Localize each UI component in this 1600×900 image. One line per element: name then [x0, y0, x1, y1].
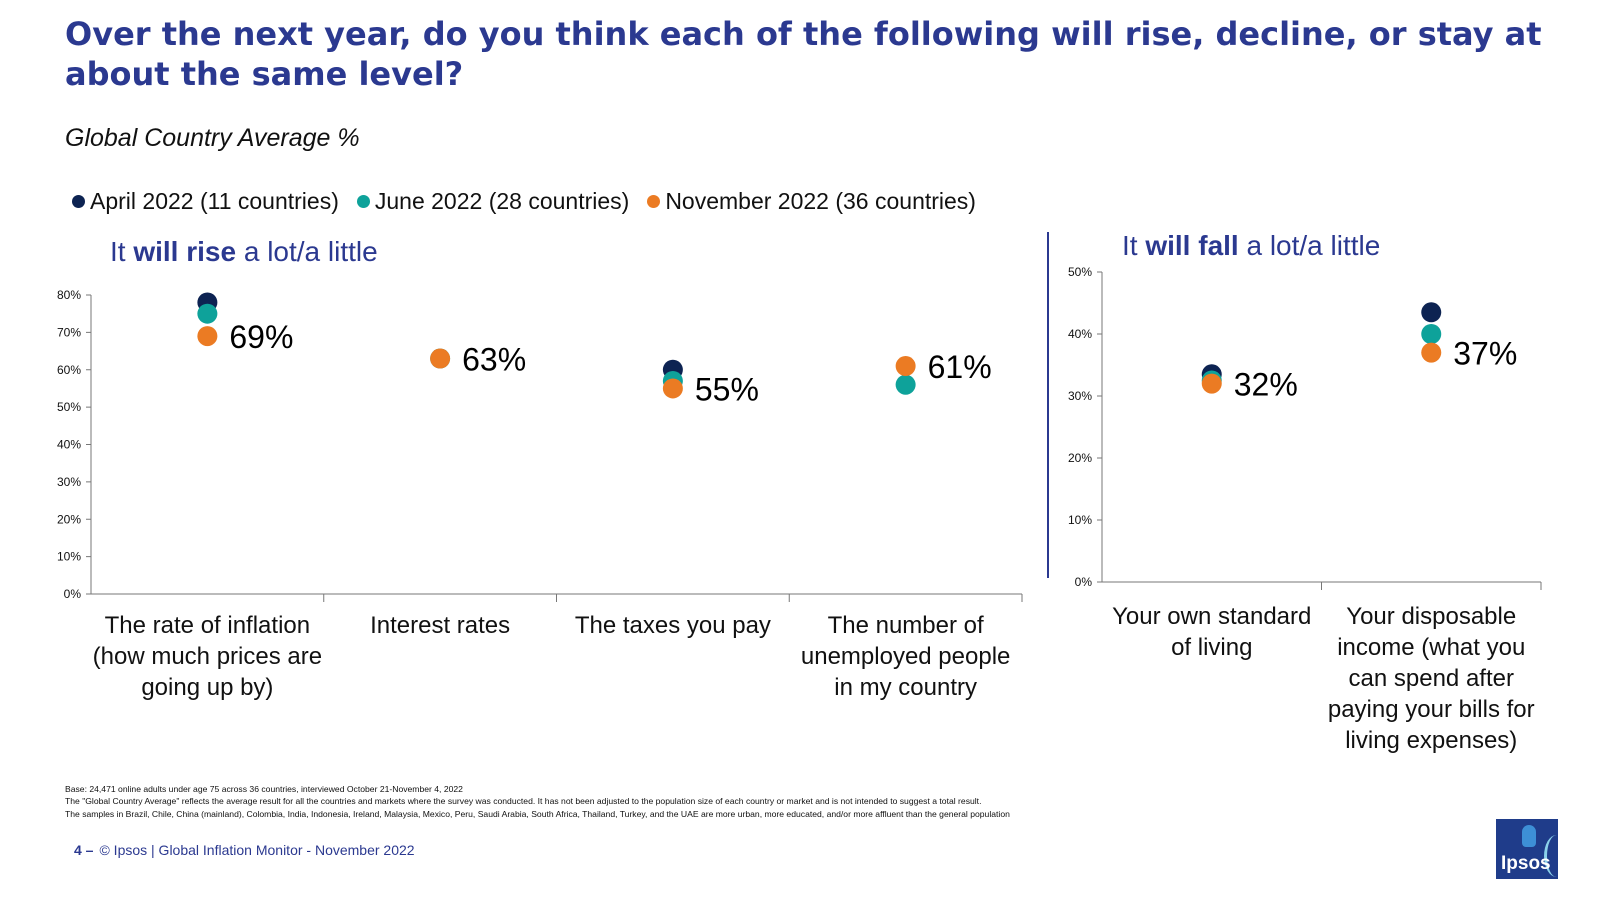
fall-y-tick-label: 20% — [1068, 451, 1092, 465]
rise-panel-title: It will rise a lot/a little — [110, 236, 378, 268]
footnote-average: The "Global Country Average" reflects th… — [65, 796, 982, 807]
footnotes: Base: 24,471 online adults under age 75 … — [65, 783, 1265, 820]
logo-arc-icon — [1544, 835, 1558, 877]
legend-label-april: April 2022 (11 countries) — [90, 188, 339, 214]
rise-y-tick-label: 30% — [57, 475, 81, 489]
rise-y-tick-label: 0% — [64, 587, 82, 601]
rise-category-label: The rate of inflation (how much prices a… — [92, 612, 323, 701]
rise-y-tick-label: 40% — [57, 438, 81, 452]
rise-point-november — [197, 326, 218, 347]
rise-data-label: 55% — [695, 371, 759, 407]
rise-y-tick-label: 10% — [57, 550, 81, 564]
fall-data-label: 32% — [1234, 367, 1298, 403]
legend-item-april: April 2022 (11 countries) — [72, 188, 339, 215]
legend-label-june: June 2022 (28 countries) — [374, 188, 630, 214]
rise-data-label: 61% — [928, 349, 992, 385]
fall-category-label: Your own standard of living — [1112, 603, 1312, 661]
rise-title-bold: will rise — [133, 236, 237, 267]
rise-category-label: The taxes you pay — [574, 612, 771, 639]
fall-panel-title: It will fall a lot/a little — [1122, 230, 1380, 262]
rise-point-june — [197, 303, 218, 324]
fall-point-november — [1201, 373, 1222, 394]
fall-y-tick-label: 0% — [1075, 575, 1093, 589]
chart-legend: April 2022 (11 countries) June 2022 (28 … — [72, 188, 994, 215]
fall-point-june — [1421, 324, 1442, 344]
fall-y-tick-label: 40% — [1068, 327, 1092, 341]
page-title: Over the next year, do you think each of… — [65, 15, 1542, 93]
rise-category-label: Interest rates — [370, 612, 511, 639]
rise-category-label: The number of unemployed people in my co… — [800, 612, 1011, 701]
fall-point-november — [1421, 342, 1442, 363]
rise-title-prefix: It — [110, 236, 134, 267]
logo-mark-icon — [1522, 825, 1536, 847]
page-number: 4 – — [74, 842, 94, 858]
fall-y-tick-label: 50% — [1068, 265, 1092, 279]
footer-text: © Ipsos | Global Inflation Monitor - Nov… — [99, 842, 415, 858]
legend-dot-june — [356, 195, 370, 208]
rise-y-tick-label: 20% — [57, 512, 81, 526]
legend-dot-november — [647, 195, 661, 208]
logo-text: Ipsos — [1501, 853, 1551, 874]
fall-y-tick-label: 30% — [1068, 389, 1092, 403]
fall-y-tick-label: 10% — [1068, 513, 1092, 527]
fall-title-prefix: It — [1122, 230, 1146, 261]
rise-point-november — [895, 356, 916, 377]
rise-point-june — [895, 374, 916, 395]
footnote-base: Base: 24,471 online adults under age 75 … — [65, 784, 463, 794]
panel-divider — [1047, 232, 1049, 578]
fall-category-label: Your disposable income (what you can spe… — [1327, 603, 1535, 754]
rise-data-label: 63% — [462, 342, 526, 378]
page-subtitle: Global Country Average % — [65, 124, 360, 152]
fall-data-label: 37% — [1453, 336, 1517, 372]
rise-y-tick-label: 70% — [57, 325, 81, 339]
rise-point-november — [430, 348, 451, 369]
rise-point-november — [662, 378, 683, 399]
legend-label-november: November 2022 (36 countries) — [665, 188, 976, 214]
legend-item-june: June 2022 (28 countries) — [356, 188, 630, 215]
ipsos-logo: Ipsos — [1496, 819, 1558, 879]
legend-item-november: November 2022 (36 countries) — [647, 188, 976, 215]
fall-point-april — [1421, 302, 1442, 323]
fall-title-suffix: a lot/a little — [1238, 230, 1381, 261]
rise-y-tick-label: 80% — [57, 288, 81, 302]
rise-y-tick-label: 50% — [57, 400, 81, 414]
legend-dot-april — [72, 195, 85, 208]
footnote-samples: The samples in Brazil, Chile, China (mai… — [65, 808, 1010, 819]
fall-title-bold: will fall — [1145, 230, 1239, 261]
rise-data-label: 69% — [229, 319, 293, 355]
rise-title-suffix: a lot/a little — [236, 236, 378, 267]
rise-y-tick-label: 60% — [57, 363, 81, 377]
page-footer: 4 – © Ipsos | Global Inflation Monitor - … — [74, 842, 415, 858]
